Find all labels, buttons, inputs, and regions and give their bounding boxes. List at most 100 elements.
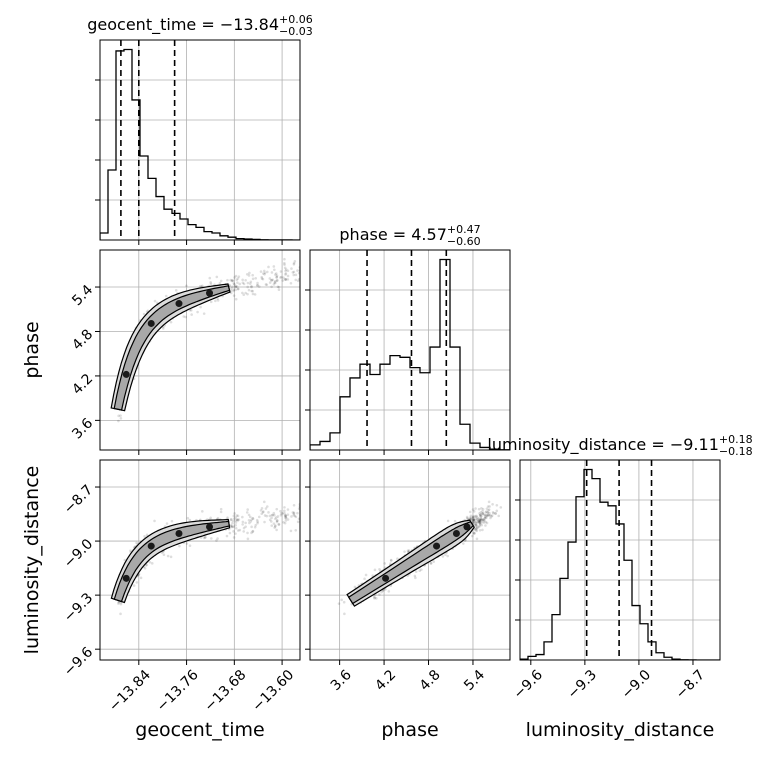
sample-point bbox=[242, 293, 246, 297]
sample-point bbox=[257, 285, 261, 288]
sample-point bbox=[234, 297, 238, 301]
sample-point bbox=[246, 531, 249, 535]
sample-point bbox=[478, 521, 482, 525]
sample-point bbox=[254, 276, 258, 280]
sample-point bbox=[251, 517, 255, 520]
sample-point bbox=[468, 516, 472, 520]
sample-point bbox=[484, 520, 488, 524]
sample-point bbox=[256, 281, 259, 285]
sample-point bbox=[202, 312, 206, 315]
sample-point bbox=[471, 520, 474, 524]
sample-point bbox=[251, 289, 254, 293]
sample-point bbox=[472, 510, 476, 513]
sample-point bbox=[251, 529, 255, 533]
sample-point bbox=[472, 518, 475, 522]
sample-point bbox=[472, 518, 476, 521]
sample-point bbox=[475, 520, 479, 524]
sample-point bbox=[480, 514, 483, 518]
sample-point bbox=[247, 274, 251, 277]
sample-point bbox=[292, 262, 296, 266]
sample-point bbox=[178, 544, 181, 548]
sample-point bbox=[487, 514, 491, 517]
sample-point bbox=[119, 417, 123, 420]
sample-point bbox=[290, 515, 293, 518]
sample-point bbox=[474, 521, 477, 524]
sample-point bbox=[293, 259, 297, 263]
sample-point bbox=[472, 515, 475, 519]
sample-point bbox=[473, 531, 476, 535]
sample-point bbox=[364, 573, 368, 577]
sample-point bbox=[250, 285, 253, 288]
sample-point bbox=[270, 516, 273, 520]
sample-point bbox=[228, 284, 232, 287]
sample-point bbox=[396, 557, 399, 561]
sample-point bbox=[232, 525, 236, 528]
sample-point bbox=[282, 276, 285, 280]
sample-point bbox=[284, 273, 287, 276]
sample-point bbox=[253, 525, 257, 529]
sample-point bbox=[283, 521, 287, 525]
sample-point bbox=[214, 299, 217, 303]
sample-point bbox=[384, 588, 387, 591]
sample-point bbox=[233, 517, 236, 520]
sample-point bbox=[474, 523, 478, 527]
sample-point bbox=[297, 277, 300, 281]
y-tick-label: −8.7 bbox=[61, 482, 96, 517]
density-peak bbox=[147, 319, 155, 327]
sample-point bbox=[279, 509, 282, 513]
sample-point bbox=[472, 522, 476, 526]
sample-point bbox=[248, 271, 251, 275]
sample-point bbox=[292, 512, 296, 515]
sample-point bbox=[484, 516, 487, 520]
sample-point bbox=[260, 277, 264, 280]
sample-point bbox=[373, 596, 376, 600]
density-peak bbox=[122, 574, 130, 582]
sample-point bbox=[491, 502, 494, 506]
sample-point bbox=[246, 281, 250, 285]
sample-point bbox=[236, 281, 239, 284]
sample-point bbox=[216, 299, 220, 302]
sample-point bbox=[139, 576, 143, 580]
sample-point bbox=[196, 310, 199, 314]
sample-point bbox=[270, 524, 274, 527]
sample-point bbox=[270, 520, 273, 523]
sample-point bbox=[161, 327, 165, 330]
histogram-luminosity_distance-background bbox=[520, 460, 720, 660]
sample-point bbox=[487, 500, 491, 504]
sample-point bbox=[273, 281, 276, 284]
sample-point bbox=[241, 291, 244, 295]
sample-point bbox=[262, 269, 266, 273]
sample-point bbox=[474, 526, 478, 530]
sample-point bbox=[236, 287, 240, 291]
sample-point bbox=[297, 507, 300, 510]
sample-point bbox=[296, 269, 299, 272]
sample-point bbox=[279, 276, 282, 279]
sample-point bbox=[216, 297, 219, 301]
sample-point bbox=[117, 602, 120, 605]
sample-point bbox=[286, 513, 290, 516]
sample-point bbox=[209, 516, 212, 520]
sample-point bbox=[259, 270, 263, 273]
sample-point bbox=[273, 525, 277, 528]
sample-point bbox=[242, 282, 246, 286]
sample-point bbox=[234, 523, 237, 527]
sample-point bbox=[226, 278, 229, 282]
sample-point bbox=[486, 511, 489, 514]
sample-point bbox=[234, 516, 238, 519]
sample-point bbox=[471, 508, 475, 511]
sample-point bbox=[234, 532, 237, 535]
sample-point bbox=[255, 284, 259, 287]
density-peak bbox=[382, 574, 390, 582]
sample-point bbox=[480, 523, 484, 527]
sample-point bbox=[132, 584, 136, 587]
sample-point bbox=[189, 308, 193, 312]
sample-point bbox=[234, 285, 238, 289]
density-peak bbox=[175, 530, 183, 538]
sample-point bbox=[267, 265, 270, 269]
sample-point bbox=[190, 313, 193, 316]
sample-point bbox=[246, 285, 249, 289]
sample-point bbox=[481, 518, 485, 522]
sample-point bbox=[188, 544, 192, 547]
sample-point bbox=[480, 520, 484, 524]
